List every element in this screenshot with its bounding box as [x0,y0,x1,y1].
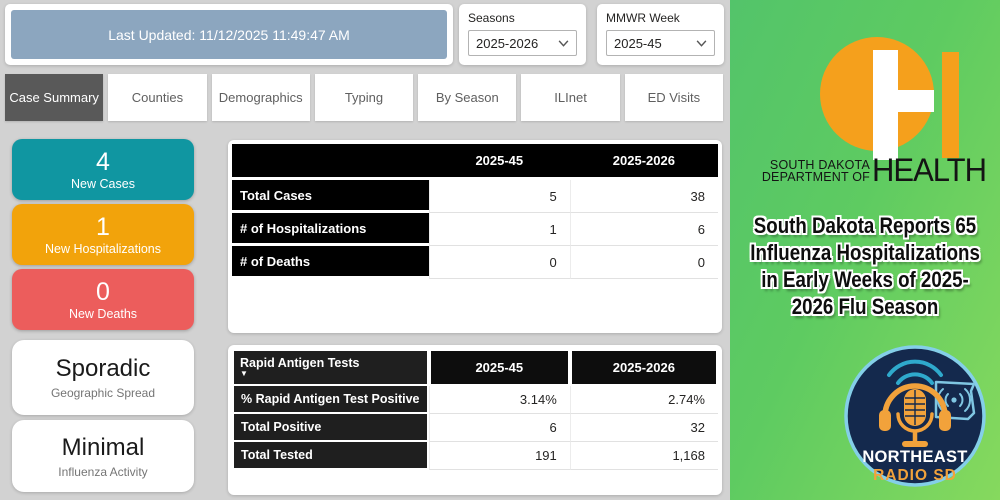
tab-typing[interactable]: Typing [314,74,414,121]
doh-h-left-stem-icon [873,50,898,160]
new-hospitalizations-value: 1 [96,212,110,241]
cell-value: 1,168 [569,442,718,470]
mmwr-dropdown[interactable]: 2025-45 [606,30,715,56]
mmwr-week-filter: MMWR Week 2025-45 [597,4,724,65]
col-header-season: 2025-2026 [569,144,718,180]
new-deaths-label: New Deaths [68,306,138,321]
new-deaths-value: 0 [96,277,110,306]
col-header-empty [232,144,429,180]
doh-logo-smalltext: SOUTH DAKOTA DEPARTMENT OF [736,158,870,184]
col-header-season: 2025-2026 [569,349,718,386]
cell-value: 32 [569,414,718,442]
col-header-rapid-antigen[interactable]: Rapid Antigen Tests ▼ [232,349,429,386]
table-row: Total Cases 5 38 [232,180,718,213]
col-header-week: 2025-45 [428,144,570,180]
news-panel: SOUTH DAKOTA DEPARTMENT OF HEALTH South … [730,0,1000,500]
cell-value: 1 [428,213,570,246]
tab-bar: Case Summary Counties Demographics Typin… [5,74,723,121]
cell-value: 5 [428,180,570,213]
seasons-filter-label: Seasons [468,11,515,25]
cell-value: 2.74% [569,386,718,414]
rapid-antigen-header-label: Rapid Antigen Tests [240,356,360,370]
tab-case-summary[interactable]: Case Summary [5,74,104,121]
seasons-dropdown[interactable]: 2025-2026 [468,30,577,56]
geographic-spread-value: Sporadic [55,355,151,382]
case-summary-table-card: 2025-45 2025-2026 Total Cases 5 38 # of … [228,140,722,333]
table-row: % Rapid Antigen Test Positive 3.14% 2.74… [232,386,718,414]
new-hospitalizations-card: 1 New Hospitalizations [12,204,194,265]
row-label: % Rapid Antigen Test Positive [232,386,429,414]
last-updated-card: Last Updated: 11/12/2025 11:49:47 AM [5,4,453,65]
table-row: # of Hospitalizations 1 6 [232,213,718,246]
mmwr-dropdown-value: 2025-45 [614,35,662,51]
microphone-icon [896,389,934,447]
case-summary-table: 2025-45 2025-2026 Total Cases 5 38 # of … [232,144,718,279]
flu-dashboard: Last Updated: 11/12/2025 11:49:47 AM Sea… [0,0,730,500]
new-cases-label: New Cases [71,176,135,191]
tab-by-season[interactable]: By Season [418,74,517,121]
row-label: Total Tested [232,442,429,470]
new-hospitalizations-label: New Hospitalizations [44,241,162,256]
headline-line: in Early Weeks of 2025- [761,267,969,292]
tab-ilinet[interactable]: ILInet [521,74,620,121]
doh-logo-health-word: HEALTH [872,152,987,189]
row-label: # of Deaths [232,246,429,279]
doh-logo-line1: SOUTH DAKOTA [769,158,870,172]
doh-logo-line2: DEPARTMENT OF [761,170,870,184]
doh-h-right-stem-icon [942,52,959,158]
influenza-activity-value: Minimal [61,433,145,461]
headphones-icon [879,383,951,431]
influenza-activity-label: Influenza Activity [58,464,148,479]
doh-h-crossbar-icon [898,90,934,112]
headline-line: Influenza Hospitalizations [750,240,980,265]
broadcast-waves-icon [887,359,943,385]
radio-logo-subname: RADIO SD [873,467,957,484]
news-headline: South Dakota Reports 65 Influenza Hospit… [730,212,1000,320]
table-row: # of Deaths 0 0 [232,246,718,279]
tab-demographics[interactable]: Demographics [211,74,310,121]
row-label: Total Cases [232,180,429,213]
chevron-down-icon [558,39,569,47]
cell-value: 3.14% [428,386,570,414]
chevron-down-icon [696,39,707,47]
headline-line: South Dakota Reports 65 [753,213,977,238]
sort-descending-icon: ▼ [240,369,248,378]
radio-logo-name: NORTHEAST [862,448,967,466]
rapid-antigen-table-card: Rapid Antigen Tests ▼ 2025-45 2025-2026 … [228,345,722,495]
cell-value: 38 [569,180,718,213]
northeast-radio-logo: NORTHEAST RADIO SD [844,345,986,487]
seasons-filter: Seasons 2025-2026 [459,4,586,65]
cell-value: 6 [569,213,718,246]
new-cases-value: 4 [96,147,110,176]
cell-value: 0 [428,246,570,279]
tab-counties[interactable]: Counties [108,74,207,121]
new-cases-card: 4 New Cases [12,139,194,200]
row-label: Total Positive [232,414,429,442]
cell-value: 191 [428,442,570,470]
rapid-antigen-table: Rapid Antigen Tests ▼ 2025-45 2025-2026 … [232,349,718,470]
geographic-spread-label: Geographic Spread [50,386,156,400]
cell-value: 0 [569,246,718,279]
south-dakota-outline-icon [934,380,976,421]
mmwr-filter-label: MMWR Week [606,11,680,25]
table-row: Total Tested 191 1,168 [232,442,718,470]
cell-value: 6 [428,414,570,442]
last-updated-banner: Last Updated: 11/12/2025 11:49:47 AM [11,10,447,59]
col-header-week: 2025-45 [428,349,570,386]
influenza-activity-card: Minimal Influenza Activity [12,420,194,492]
new-deaths-card: 0 New Deaths [12,269,194,330]
table-row: Total Positive 6 32 [232,414,718,442]
headline-line: 2026 Flu Season [791,294,939,319]
geographic-spread-card: Sporadic Geographic Spread [12,340,194,415]
tab-ed-visits[interactable]: ED Visits [624,74,723,121]
row-label: # of Hospitalizations [232,213,429,246]
seasons-dropdown-value: 2025-2026 [476,35,539,51]
